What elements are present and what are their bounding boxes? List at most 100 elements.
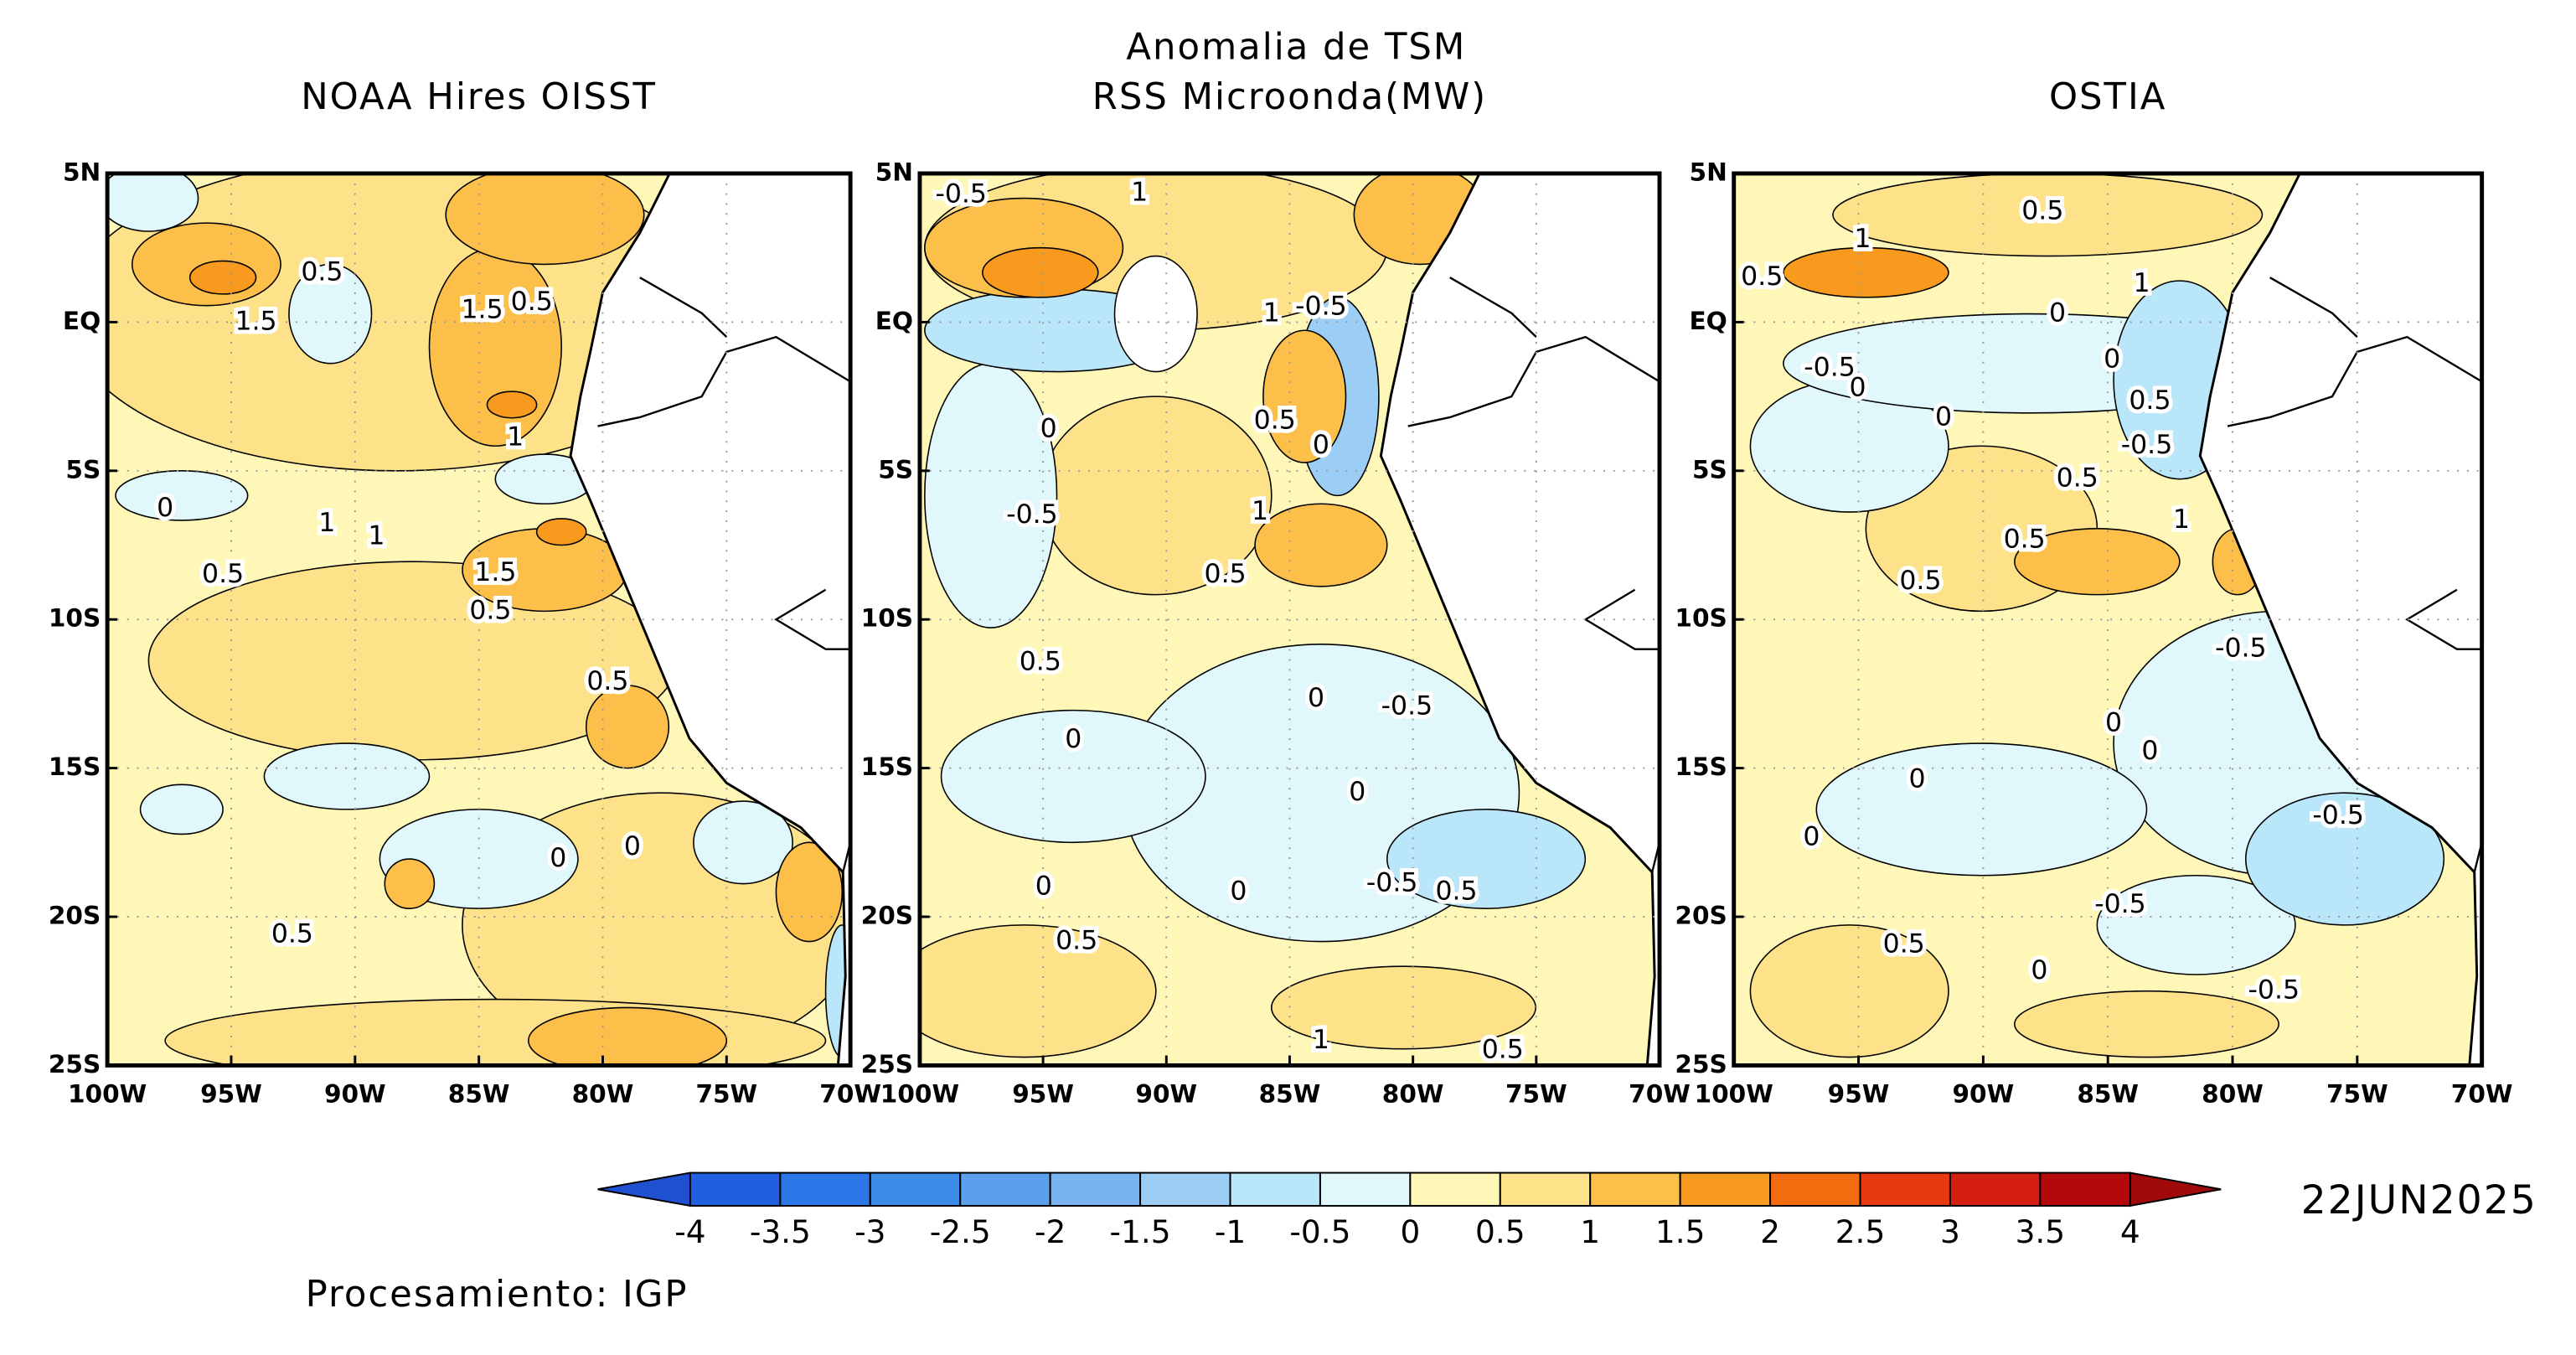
contour-label: 0 [1035, 871, 1052, 902]
contour-label: 1 [507, 421, 524, 452]
anomaly-area [693, 800, 793, 885]
coastline [569, 173, 847, 1066]
x-tick-label: 90W [1952, 1079, 2014, 1108]
border [2227, 335, 2482, 427]
y-tick-label: EQ [63, 307, 101, 335]
contour-label: 1 [2134, 268, 2150, 298]
y-tick-label: 5S [65, 455, 101, 484]
contour-label: -0.5 [1804, 353, 1855, 383]
colorbar-tick-label: 0 [1400, 1213, 1420, 1250]
contour-label: -0.5 [1381, 691, 1433, 721]
colorbar-box [1409, 1171, 1501, 1207]
contour-label: 0.5 [202, 559, 244, 589]
y-tick-label: 25S [49, 1050, 101, 1078]
colorbar-tick-label: -3 [854, 1213, 885, 1250]
colorbar-under [597, 1171, 691, 1208]
contour-label: -0.5 [2312, 800, 2364, 830]
x-tick-label: 100W [880, 1079, 959, 1108]
border [597, 335, 851, 427]
contour-label: 0 [1349, 777, 1365, 807]
y-tick-label: 15S [1675, 752, 1727, 781]
colorbar-box [1679, 1171, 1772, 1207]
panel-title: NOAA Hires OISST [301, 76, 657, 118]
colorbar-tick-label: -1 [1215, 1213, 1246, 1250]
anomaly-area [1254, 503, 1388, 587]
contour-label: 1.5 [235, 306, 276, 336]
anomaly-area [2244, 792, 2445, 926]
y-tick-label: 25S [1675, 1050, 1727, 1078]
colorbar-tick-label: -4 [674, 1213, 705, 1250]
colorbar-box [779, 1171, 871, 1207]
anomaly-area [2014, 528, 2181, 596]
anomaly-area [384, 858, 436, 909]
anomaly-area [919, 924, 1157, 1058]
colorbar-over [2129, 1171, 2222, 1208]
anomaly-area [1262, 329, 1347, 463]
contour-label: 0.5 [1482, 1035, 1524, 1065]
y-tick-label: 5N [1690, 158, 1727, 187]
contour-label: 0 [1908, 763, 1925, 794]
colorbar-tick-label: 1 [1580, 1213, 1600, 1250]
y-tick-label: 20S [861, 902, 913, 930]
x-tick-label: 80W [2202, 1079, 2264, 1108]
colorbar-tick-label: 4 [2120, 1213, 2140, 1250]
contour-label: 1 [368, 521, 385, 551]
x-tick-label: 70W [2451, 1079, 2513, 1108]
x-tick-label: 85W [1259, 1079, 1321, 1108]
x-tick-label: 70W [1629, 1079, 1691, 1108]
panel-title: RSS Microonda(MW) [1092, 76, 1487, 118]
colorbar-box [1499, 1171, 1592, 1207]
anomaly-area [428, 246, 562, 447]
contour-label: -0.5 [2121, 430, 2173, 460]
x-tick-label: 90W [1135, 1079, 1197, 1108]
map-panel [107, 173, 851, 1066]
contour-label: 0 [624, 831, 641, 861]
colorbar-tick-label: 0.5 [1475, 1213, 1525, 1250]
x-tick-label: 75W [1505, 1079, 1567, 1108]
colorbar-box [1949, 1171, 2042, 1207]
panel-title: OSTIA [2049, 76, 2166, 118]
anomaly-area [585, 685, 670, 769]
colorbar-box [2039, 1171, 2131, 1207]
contour-label: 0 [1935, 402, 1952, 432]
y-tick-label: EQ [1690, 307, 1727, 335]
contour-label: -0.5 [2215, 634, 2267, 664]
contour-label: -0.5 [1006, 499, 1058, 530]
y-tick-label: 10S [1675, 604, 1727, 633]
contour-label: 1 [1313, 1025, 1329, 1055]
y-tick-label: 5N [63, 158, 101, 187]
border [1407, 335, 1660, 427]
x-tick-label: 75W [2326, 1079, 2388, 1108]
coastline [1379, 173, 1656, 1066]
contour-label: 0.5 [301, 256, 343, 287]
colorbar-box [689, 1171, 782, 1207]
map-panel [919, 173, 1660, 1066]
border [1449, 277, 1537, 338]
anomaly-area [288, 263, 373, 365]
x-tick-label: 85W [2077, 1079, 2139, 1108]
contour-label: 0 [1803, 821, 1820, 851]
y-tick-label: 25S [861, 1050, 913, 1078]
contour-label: 0 [157, 493, 173, 523]
anomaly-area [2014, 990, 2279, 1058]
contour-label: -0.5 [1366, 868, 1418, 898]
contour-label: 0.5 [1205, 559, 1247, 589]
contour-label: 0 [1040, 414, 1057, 444]
contour-label: 0.5 [1741, 261, 1783, 292]
anomaly-area [263, 742, 431, 810]
y-tick-label: EQ [875, 307, 913, 335]
anomaly-area [1832, 173, 2264, 257]
anomaly-area [1386, 809, 1587, 909]
contour-label: 0 [2049, 298, 2066, 328]
x-tick-label: 100W [68, 1079, 147, 1108]
anomaly-area [107, 173, 199, 232]
contour-label: 0 [2104, 344, 2120, 375]
x-tick-label: 80W [1382, 1079, 1444, 1108]
y-tick-label: 20S [1675, 902, 1727, 930]
contour-label: 0.5 [2004, 525, 2046, 555]
colorbar-tick-label: -0.5 [1289, 1213, 1350, 1250]
anomaly-area [188, 260, 257, 295]
y-tick-label: 15S [49, 752, 101, 781]
credit: Procesamiento: IGP [306, 1274, 689, 1316]
contour-label: 1.5 [462, 295, 503, 325]
